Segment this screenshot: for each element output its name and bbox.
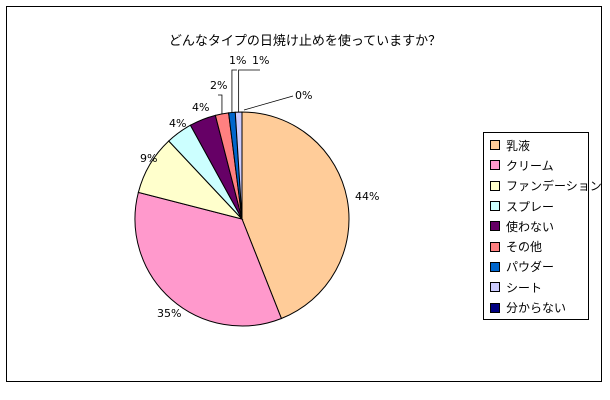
legend-item: ファンデーション [490, 176, 602, 196]
pie-chart: 44%35%9%4%4%2%1% 1%0% [134, 54, 379, 327]
legend-label: クリーム [506, 158, 554, 173]
leader-line-7 [231, 69, 237, 113]
legend-label: スプレー [506, 199, 555, 214]
leader-line-6 [218, 94, 223, 114]
legend-swatch [490, 261, 500, 272]
data-label-8: 1% [252, 54, 269, 67]
chart-title: どんなタイプの日焼け止めを使っていますか？ [168, 34, 442, 49]
leader-line-8 [238, 69, 260, 113]
legend-item: クリーム [490, 155, 588, 175]
legend-swatch [490, 302, 500, 313]
legend-swatch [490, 201, 500, 212]
chart-legend: 乳液クリームファンデーション スプレー使わないその他パウダーシート分からない [483, 132, 602, 320]
legend-swatch [490, 241, 500, 252]
legend-swatch [490, 221, 500, 232]
legend-item: 使わない [490, 216, 588, 236]
pie-slice-1 [241, 111, 350, 320]
legend-label: その他 [506, 240, 543, 255]
legend-item: スプレー [490, 196, 588, 216]
legend-label: 乳液 [506, 138, 531, 153]
legend-swatch [490, 180, 500, 191]
chart-frame: どんなタイプの日焼け止めを使っていますか？ 44% 35% 9% 4% 4% 2% 1% 1%… [6, 6, 602, 382]
data-label-9: 0% [295, 89, 312, 102]
data-label-5: 4% [192, 101, 209, 114]
legend-swatch [490, 160, 500, 171]
legend-item: その他 [490, 236, 588, 256]
data-label-1: 44% [355, 190, 379, 203]
data-label-2: 35% [157, 307, 181, 320]
legend-label: ファンデーション [506, 179, 602, 194]
pie-slice-2 [134, 191, 283, 327]
legend-label: シート [506, 280, 543, 295]
legend-item: 分からない [490, 297, 588, 317]
legend-label: 分からない [506, 301, 567, 316]
legend-item: シート [490, 277, 588, 297]
legend-label: 使わない [506, 219, 555, 234]
legend-item: 乳液 [490, 135, 588, 155]
data-label-3: 9% [140, 152, 157, 165]
legend-swatch [490, 282, 500, 293]
data-label-4: 4% [169, 117, 186, 130]
legend-swatch [490, 140, 500, 151]
legend-item: パウダー [490, 257, 588, 277]
legend-label: パウダー [506, 260, 555, 275]
data-label-6: 2% [210, 79, 227, 92]
data-label-7: 1% [229, 54, 246, 67]
leader-line-9 [243, 95, 294, 111]
